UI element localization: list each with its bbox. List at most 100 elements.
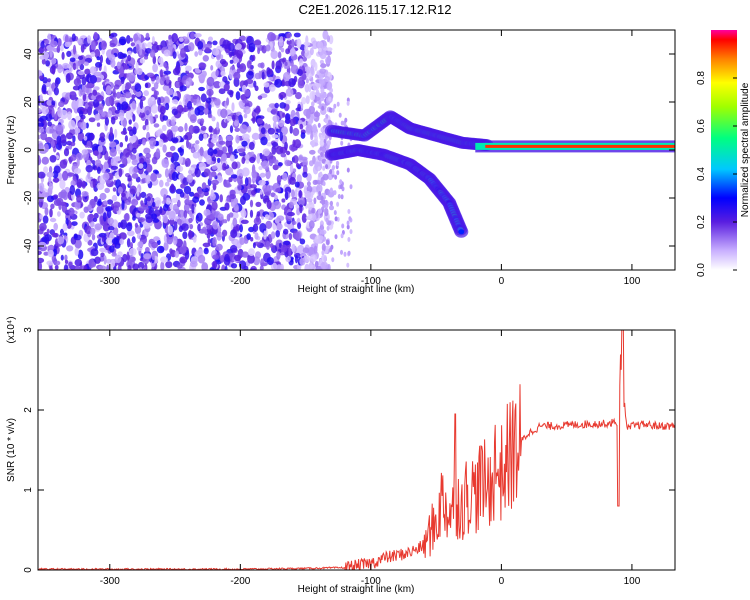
- spectrogram-noise-cell: [252, 116, 256, 124]
- spectrogram-noise-cell: [109, 141, 117, 148]
- spectrogram-noise-cell: [295, 92, 302, 100]
- spectrogram-noise-cell: [44, 234, 52, 242]
- spectrogram-noise-cell: [88, 258, 95, 269]
- spectrogram-noise-cell: [41, 58, 46, 65]
- spectrogram-noise-cell: [340, 194, 344, 200]
- spectrogram-noise-cell: [275, 230, 281, 238]
- spectrogram-noise-cell: [327, 189, 335, 198]
- spectrogram-noise-cell: [166, 129, 173, 138]
- spectrogram-noise-cell: [201, 182, 207, 190]
- spectrogram-noise-cell: [117, 264, 122, 270]
- spectrogram-noise-cell: [296, 244, 305, 255]
- spectrogram-noise-cell: [271, 60, 275, 70]
- spectrogram-noise-cell: [200, 125, 207, 131]
- spectrogram-noise-cell: [285, 99, 291, 105]
- spectrogram-noise-cell: [159, 179, 164, 188]
- spectrogram-noise-cell: [331, 169, 335, 175]
- spectrogram-noise-cell: [73, 100, 79, 110]
- spectrogram-noise-cell: [218, 88, 226, 95]
- spectrogram-noise-cell: [275, 60, 283, 70]
- spectrogram-noise-cell: [298, 58, 304, 67]
- spectrogram-noise-cell: [160, 261, 165, 270]
- spectrogram-noise-cell: [336, 201, 340, 207]
- spectrogram-noise-cell: [105, 85, 112, 96]
- spectrogram-noise-cell: [248, 141, 255, 151]
- spectrogram-noise-cell: [99, 54, 103, 64]
- spectrogram-noise-cell: [229, 189, 236, 197]
- spectrogram-noise-cell: [144, 105, 152, 115]
- spectrogram-noise-cell: [192, 151, 200, 159]
- spectrogram-noise-cell: [199, 199, 205, 206]
- spectrogram-noise-cell: [119, 142, 124, 148]
- spectrogram-noise-cell: [340, 233, 344, 239]
- spectrogram-noise-cell: [96, 122, 101, 127]
- spectrogram-noise-cell: [266, 185, 275, 191]
- spectrogram-noise-cell: [114, 128, 118, 138]
- spectrogram-noise-cell: [282, 112, 286, 118]
- colorbar-gradient: [711, 30, 737, 270]
- spectrogram-noise-cell: [341, 223, 345, 229]
- spectrogram-noise-cell: [83, 264, 88, 270]
- spectrogram-noise-cell: [311, 140, 315, 148]
- y-tick-label: 20: [23, 96, 34, 108]
- spectrogram-noise-cell: [81, 180, 86, 189]
- spectrogram-noise-cell: [190, 32, 195, 40]
- spectrogram-noise-cell: [208, 171, 213, 181]
- spectrogram-noise-cell: [159, 105, 166, 115]
- spectrogram-noise-cell: [229, 154, 235, 162]
- spectrogram-noise-cell: [321, 254, 327, 262]
- spectrogram-noise-cell: [100, 252, 105, 258]
- spectrogram-noise-cell: [208, 36, 213, 42]
- spectrogram-noise-cell: [109, 147, 117, 157]
- spectrogram-noise-cell: [302, 171, 308, 178]
- spectrogram-noise-cell: [188, 42, 195, 52]
- spectrogram-noise-cell: [39, 75, 44, 80]
- spectrogram-noise-cell: [92, 99, 100, 108]
- spectrogram-noise-cell: [329, 169, 333, 175]
- spectrogram-noise-cell: [166, 88, 174, 96]
- spectrogram-noise-cell: [346, 167, 350, 173]
- spectrogram-noise-cell: [226, 115, 232, 122]
- spectrogram-noise-cell: [50, 139, 55, 148]
- spectrogram-noise-cell: [194, 107, 201, 116]
- spectrogram-noise-cell: [289, 176, 296, 185]
- spectrogram-noise-cell: [90, 40, 95, 51]
- spectrogram-noise-cell: [259, 189, 263, 195]
- spectrogram-noise-cell: [285, 88, 294, 97]
- spectrogram-noise-cell: [79, 110, 84, 118]
- spectrogram-noise-cell: [162, 115, 169, 121]
- spectrogram-noise-cell: [52, 194, 59, 200]
- spectrogram-noise-cell: [47, 87, 53, 96]
- spectrogram-noise-cell: [127, 230, 135, 237]
- spectrogram-noise-cell: [163, 96, 170, 106]
- spectrogram-noise-cell: [137, 206, 145, 212]
- spectrogram-noise-cell: [246, 70, 254, 80]
- spectrogram-noise-cell: [123, 65, 129, 70]
- spectrogram-noise-cell: [38, 257, 45, 264]
- spectrogram-noise-cell: [105, 206, 113, 212]
- spectrogram-noise-cell: [47, 78, 51, 83]
- spectrogram-noise-cell: [319, 171, 323, 177]
- spectrogram-noise-cell: [210, 65, 214, 71]
- spectrogram-noise-cell: [323, 138, 327, 144]
- spectrogram-noise-cell: [288, 247, 292, 257]
- spectrogram-noise-cell: [301, 74, 307, 81]
- spectrogram-noise-cell: [161, 158, 170, 168]
- spectrogram-noise-cell: [91, 160, 96, 165]
- spectrogram-noise-cell: [142, 161, 148, 170]
- spectrogram-noise-cell: [273, 159, 279, 165]
- spectrogram-noise-cell: [239, 124, 248, 134]
- spectrogram-noise-cell: [282, 172, 288, 181]
- spectrogram-noise-cell: [38, 234, 41, 241]
- spectrogram-noise-cell: [128, 179, 133, 187]
- spectrogram-noise-cell: [265, 240, 270, 250]
- y-tick-label: 2: [23, 407, 34, 413]
- spectrogram-ylabel: Frequency (Hz): [6, 116, 17, 185]
- spectrogram-noise-cell: [102, 212, 107, 222]
- spectrogram-noise-cell: [267, 32, 275, 42]
- spectrogram-noise-cell: [62, 170, 69, 181]
- spectrogram-noise-cell: [42, 119, 47, 129]
- spectrogram-noise-cell: [299, 238, 306, 245]
- spectrogram-noise-cell: [89, 66, 97, 74]
- spectrogram-noise-cell: [38, 134, 41, 140]
